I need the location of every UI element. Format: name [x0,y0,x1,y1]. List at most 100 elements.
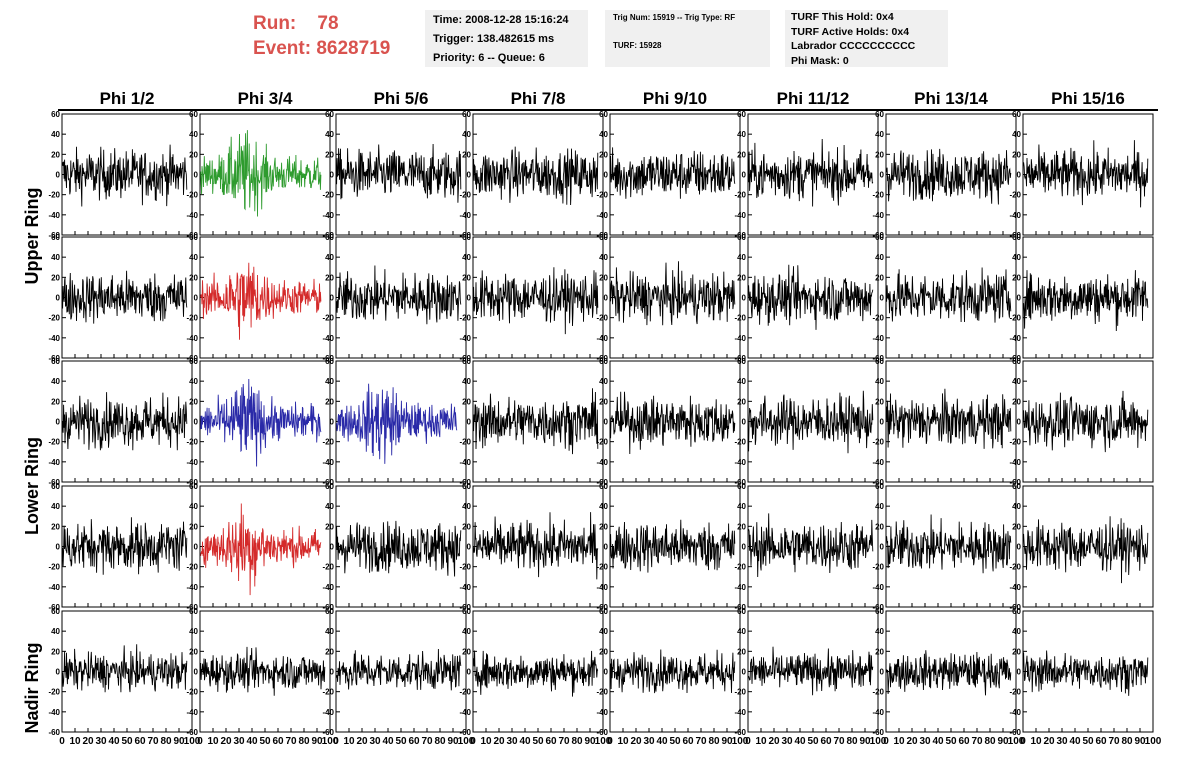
x-tick-label: 30 [233,736,245,747]
y-tick-label: 60 [875,233,884,242]
y-tick-label: -40 [459,334,471,343]
y-tick-label: -20 [1009,688,1021,697]
y-tick-label: -40 [459,583,471,592]
y-tick-label: -60 [459,603,471,612]
y-tick-label: 60 [1012,233,1021,242]
y-tick-label: -40 [1009,334,1021,343]
x-tick-label: 10 [480,736,492,747]
y-tick-label: -40 [872,211,884,220]
waveform-trace [748,264,874,330]
y-tick-label: 40 [1012,377,1021,386]
waveform-trace [610,147,736,199]
x-tick-label: 30 [919,736,931,747]
waveform-trace [200,503,322,596]
x-tick-label: 50 [395,736,407,747]
trig-num-text: Trig Num: 15919 -- Trig Type: RF [613,13,736,22]
labrador-text: Labrador CCCCCCCCCC [791,40,916,52]
waveform-panel: 60 40 20 0 -20 -40 -60 [186,357,331,487]
y-tick-label: 40 [325,502,334,511]
x-tick-label: 50 [807,736,819,747]
waveform-panel: 60 40 20 0 -20 -40 -60 [322,482,467,612]
y-tick-label: -40 [596,458,608,467]
y-tick-label: 20 [737,522,746,531]
y-tick-label: -60 [596,231,608,240]
y-tick-label: -40 [872,708,884,717]
x-tick-label: 70 [285,736,297,747]
y-tick-label: -20 [322,688,334,697]
y-tick-label: -40 [48,458,60,467]
x-tick-label: 30 [369,736,381,747]
x-tick-label: 80 [984,736,996,747]
y-tick-label: 0 [56,418,61,427]
y-tick-label: 40 [599,627,608,636]
y-tick-label: 60 [599,482,608,491]
y-tick-label: 0 [604,294,609,303]
x-tick-label: 90 [1134,736,1146,747]
waveform-trace [886,148,1012,205]
y-tick-label: 60 [737,357,746,366]
y-tick-label: -20 [872,563,884,572]
y-tick-label: 20 [189,522,198,531]
x-tick-label: 80 [160,736,172,747]
y-tick-label: 60 [462,357,471,366]
y-tick-label: 60 [51,607,60,616]
event-value: 8628719 [316,38,391,59]
y-tick-label: 40 [51,130,60,139]
waveform-panel: 60 40 20 0 -20 -40 -60 [186,482,331,612]
x-tick-label: 90 [721,736,733,747]
y-tick-label: 0 [1017,171,1022,180]
y-tick-label: -40 [734,334,746,343]
y-tick-label: -60 [1009,231,1021,240]
y-tick-label: -40 [596,708,608,717]
y-tick-label: -60 [1009,354,1021,363]
turf-hold-text: TURF This Hold: 0x4 [791,11,894,23]
y-tick-label: 60 [599,357,608,366]
y-tick-label: -40 [734,708,746,717]
x-tick-label: 10 [1030,736,1042,747]
y-tick-label: 0 [467,171,472,180]
y-tick-label: 20 [325,522,334,531]
x-tick-label: 100 [732,736,749,747]
x-tick-label: 0 [333,736,339,747]
x-tick-label: 40 [932,736,944,747]
run-label: Run: [253,13,297,34]
x-tick-label: 90 [859,736,871,747]
y-tick-label: -20 [872,438,884,447]
waveform-panel: 60 40 20 0 -20 -40 -60 [596,233,741,363]
y-tick-label: 0 [56,171,61,180]
y-tick-label: 20 [462,273,471,282]
y-tick-label: 20 [462,522,471,531]
y-tick-label: 40 [875,627,884,636]
y-tick-label: 60 [189,110,198,119]
y-tick-label: -40 [872,334,884,343]
y-tick-label: 60 [325,110,334,119]
phi-mask-text: Phi Mask: 0 [791,54,849,67]
y-tick-label: 20 [875,397,884,406]
y-tick-label: -60 [322,728,334,737]
y-tick-label: 20 [325,647,334,656]
y-tick-label: -20 [459,563,471,572]
turf-active-text: TURF Active Holds: 0x4 [791,25,910,38]
y-tick-label: -20 [322,438,334,447]
y-tick-label: 40 [737,130,746,139]
y-tick-label: -60 [734,354,746,363]
column-header: Phi 3/4 [238,89,293,108]
y-tick-label: 60 [1012,482,1021,491]
x-tick-label: 50 [669,736,681,747]
x-tick-label: 10 [617,736,629,747]
y-tick-label: 20 [462,397,471,406]
y-tick-label: 40 [462,377,471,386]
y-tick-label: 0 [194,668,199,677]
y-tick-label: 60 [462,233,471,242]
column-header: Phi 13/14 [914,89,988,108]
waveform-panel: 60 40 20 0 -20 -40 -60 [459,233,604,363]
y-tick-label: 40 [51,502,60,511]
waveform-panel: 60 40 20 0 -20 -40 -60 [872,482,1017,612]
y-tick-label: 0 [1017,668,1022,677]
waveform-trace [473,267,599,335]
waveform-trace [748,646,874,696]
waveform-trace [1023,390,1149,453]
